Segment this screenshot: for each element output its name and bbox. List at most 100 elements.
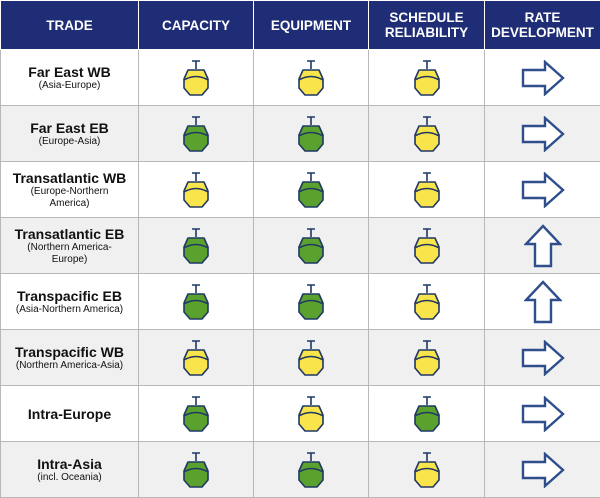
ship-icon-yellow [412,282,442,322]
header-row: TRADE CAPACITY EQUIPMENT SCHEDULE RELIAB… [1,1,600,50]
trade-row: Intra-Asia(incl. Oceania) [1,442,600,498]
trade-cell: Transpacific WB(Northern America-Asia) [1,330,139,386]
trade-region: (Asia-Europe) [1,80,138,92]
trade-name: Intra-Europe [1,406,138,422]
ship-icon-yellow [412,58,442,98]
capacity-cell [139,330,254,386]
ship-icon-yellow [181,170,211,210]
equipment-cell [254,162,369,218]
header-schedule-reliability: SCHEDULE RELIABILITY [369,1,485,50]
equipment-cell [254,386,369,442]
arrow-right-icon [521,116,565,152]
ship-icon-yellow [296,338,326,378]
ship-icon-yellow [412,338,442,378]
trade-name: Transpacific EB [1,288,138,304]
arrow-right-icon [521,396,565,432]
trade-region: (Europe-Northern [1,186,138,198]
ship-icon-green [181,450,211,490]
trade-region: (incl. Oceania) [1,472,138,484]
trade-cell: Far East WB(Asia-Europe) [1,50,139,106]
ship-icon-yellow [412,226,442,266]
header-rate-development-line-1: RATE [525,10,561,25]
rate-development-cell [485,386,600,442]
trade-cell: Intra-Europe [1,386,139,442]
equipment-cell [254,106,369,162]
trade-name: Transatlantic EB [1,226,138,242]
ship-icon-yellow [412,114,442,154]
schedule-reliability-cell [369,162,485,218]
ship-icon-green [296,282,326,322]
capacity-cell [139,162,254,218]
rate-development-cell [485,274,600,330]
ship-icon-green [296,170,326,210]
trade-cell: Transatlantic EB(Northern America-Europe… [1,218,139,274]
ship-icon-yellow [412,170,442,210]
header-equipment: EQUIPMENT [254,1,369,50]
trade-cell: Intra-Asia(incl. Oceania) [1,442,139,498]
trade-name: Intra-Asia [1,456,138,472]
ship-icon-yellow [296,58,326,98]
trade-name: Transpacific WB [1,344,138,360]
schedule-reliability-cell [369,274,485,330]
trade-row: Transpacific WB(Northern America-Asia) [1,330,600,386]
arrow-right-icon [521,172,565,208]
schedule-reliability-cell [369,386,485,442]
arrow-up-icon [524,224,562,268]
trade-name: Transatlantic WB [1,170,138,186]
ship-icon-green [296,226,326,266]
trade-row: Far East WB(Asia-Europe) [1,50,600,106]
ship-icon-green [296,450,326,490]
capacity-cell [139,50,254,106]
trade-region: (Asia-Northern America) [1,304,138,316]
arrow-up-icon [524,280,562,324]
equipment-cell [254,50,369,106]
schedule-reliability-cell [369,106,485,162]
capacity-cell [139,386,254,442]
rate-development-cell [485,162,600,218]
capacity-cell [139,218,254,274]
capacity-cell [139,274,254,330]
equipment-cell [254,442,369,498]
schedule-reliability-cell [369,442,485,498]
ship-icon-green [181,282,211,322]
ship-icon-yellow [296,394,326,434]
header-schedule-reliability-line-2: RELIABILITY [385,25,468,40]
ship-icon-yellow [181,338,211,378]
rate-development-cell [485,218,600,274]
equipment-cell [254,330,369,386]
trade-region: America) [1,198,138,210]
ship-icon-green [181,226,211,266]
trade-region: Europe) [1,254,138,266]
header-capacity: CAPACITY [139,1,254,50]
rate-development-cell [485,106,600,162]
header-trade: TRADE [1,1,139,50]
trade-row: Transatlantic EB(Northern America-Europe… [1,218,600,274]
ship-icon-yellow [412,450,442,490]
trade-region: (Northern America- [1,242,138,254]
header-schedule-reliability-line-1: SCHEDULE [389,10,463,25]
capacity-cell [139,442,254,498]
rate-development-cell [485,442,600,498]
arrow-right-icon [521,452,565,488]
trade-name: Far East EB [1,120,138,136]
capacity-cell [139,106,254,162]
rate-development-cell [485,50,600,106]
ship-icon-green [296,114,326,154]
trade-row: Far East EB(Europe-Asia) [1,106,600,162]
trade-cell: Transpacific EB(Asia-Northern America) [1,274,139,330]
schedule-reliability-cell [369,330,485,386]
schedule-reliability-cell [369,218,485,274]
trade-region: (Northern America-Asia) [1,360,138,372]
rate-development-cell [485,330,600,386]
trade-cell: Far East EB(Europe-Asia) [1,106,139,162]
trade-row: Transpacific EB(Asia-Northern America) [1,274,600,330]
trade-name: Far East WB [1,64,138,80]
ship-icon-yellow [181,58,211,98]
equipment-cell [254,274,369,330]
ship-icon-green [181,114,211,154]
ship-icon-green [181,394,211,434]
equipment-cell [254,218,369,274]
